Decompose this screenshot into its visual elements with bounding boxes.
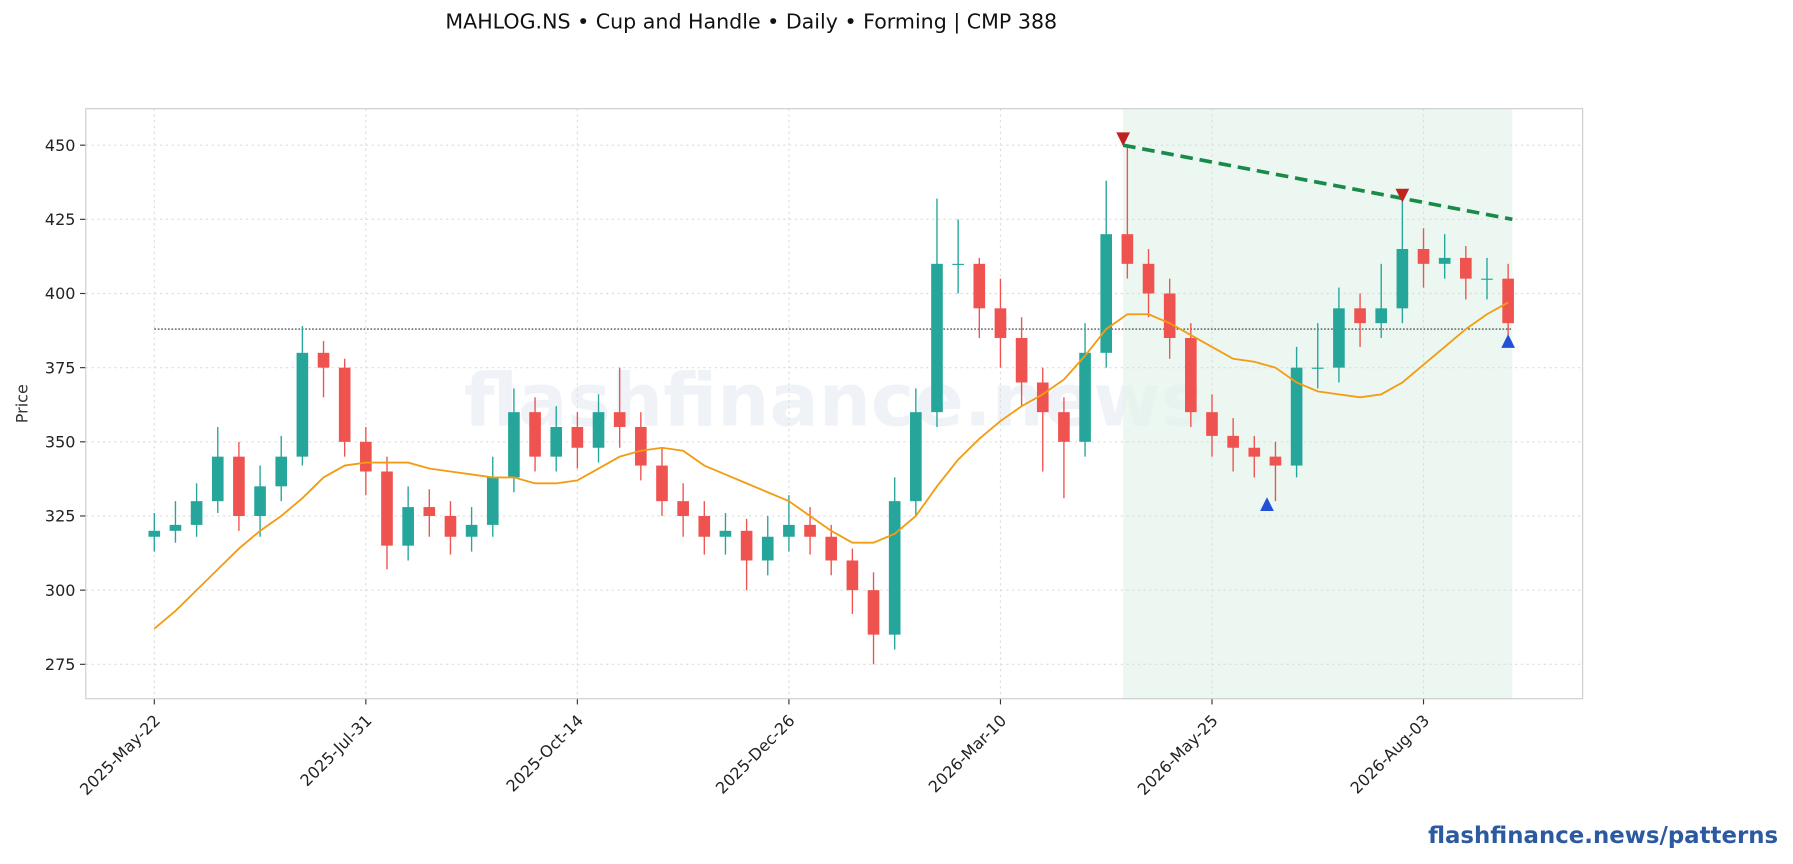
candle-body [1185,337,1197,413]
candle-body [804,524,816,537]
candle-body [1248,447,1261,457]
candle-body [867,590,880,635]
candle-body [1333,308,1345,368]
footer: flashfinance.news/patterns [1428,823,1778,849]
candle-body [613,412,626,427]
candle-body [148,530,161,537]
candle-body [1036,382,1049,413]
candle-body [1269,456,1282,466]
candle-body [275,456,288,487]
candle-body [444,515,457,537]
candle-body [719,530,732,537]
candle-body [1502,278,1514,324]
candle-body [592,412,605,448]
candle-body [1015,337,1028,383]
y-tick-label: 300 [45,581,76,600]
candle-body [931,263,943,413]
candle-body [1079,352,1091,442]
candle-body [571,426,584,448]
candle-body [381,471,393,546]
candle-body [846,560,859,591]
candle-body [360,441,372,472]
plot-frame [85,108,1584,700]
candle-body [423,507,436,516]
candle-body [508,412,520,478]
candle-body [994,308,1007,338]
candle-body [888,501,901,635]
y-tick-label: 400 [45,284,76,303]
candle-body [1058,412,1070,442]
candle-body [1121,234,1134,264]
pattern-zone [1123,108,1513,699]
candle-body [1375,308,1388,324]
y-tick-label: 275 [45,655,76,674]
candle-body [296,352,309,457]
candle-body [338,367,351,442]
candle-body [1142,263,1155,294]
y-tick-label: 450 [45,136,76,155]
candle-body [761,536,774,561]
candle-body [635,426,647,466]
candle-body [1396,248,1409,309]
y-tick-label: 350 [45,433,76,452]
moving-average [153,301,1509,630]
peak-marker [1395,188,1410,203]
candle-body [1311,367,1324,369]
candle-body [1460,257,1472,279]
candle-body [1417,248,1430,264]
candle-body [1100,234,1113,353]
peak-marker [1116,132,1130,147]
candle-body [698,515,711,537]
candle-body [825,536,838,561]
candle-body [550,426,563,457]
candle-body [465,524,478,537]
candle-body [233,456,245,516]
candle-body [317,352,330,368]
candle-body [656,465,668,502]
candle-body [402,507,414,546]
candle-body [1481,278,1493,280]
candle-body [783,524,795,537]
candle-body [486,477,499,525]
y-tick-label: 325 [45,507,76,526]
candle-body [1163,293,1176,338]
candle-body [254,486,266,516]
candle-body [1227,435,1239,448]
chart-title: MAHLOG.NS • Cup and Handle • Daily • For… [445,10,1057,35]
candle-body [952,263,964,265]
candle-body [1354,308,1366,324]
candle-body [190,501,203,525]
candle-body [740,530,753,561]
y-axis-label: Price [12,384,31,423]
candle-body [1290,367,1303,466]
candle-body [973,263,986,309]
y-tick-label: 425 [45,210,76,229]
trough-marker [1501,334,1515,348]
candle-body [169,524,182,531]
candle-body [211,456,224,502]
candle-body [1438,257,1451,264]
candle-body [910,412,922,502]
candle-body [677,501,689,516]
candle-body [1206,412,1218,436]
trough-marker [1260,497,1274,511]
trendline [1122,143,1513,222]
candle-body [529,412,541,457]
y-tick-label: 375 [45,358,76,377]
